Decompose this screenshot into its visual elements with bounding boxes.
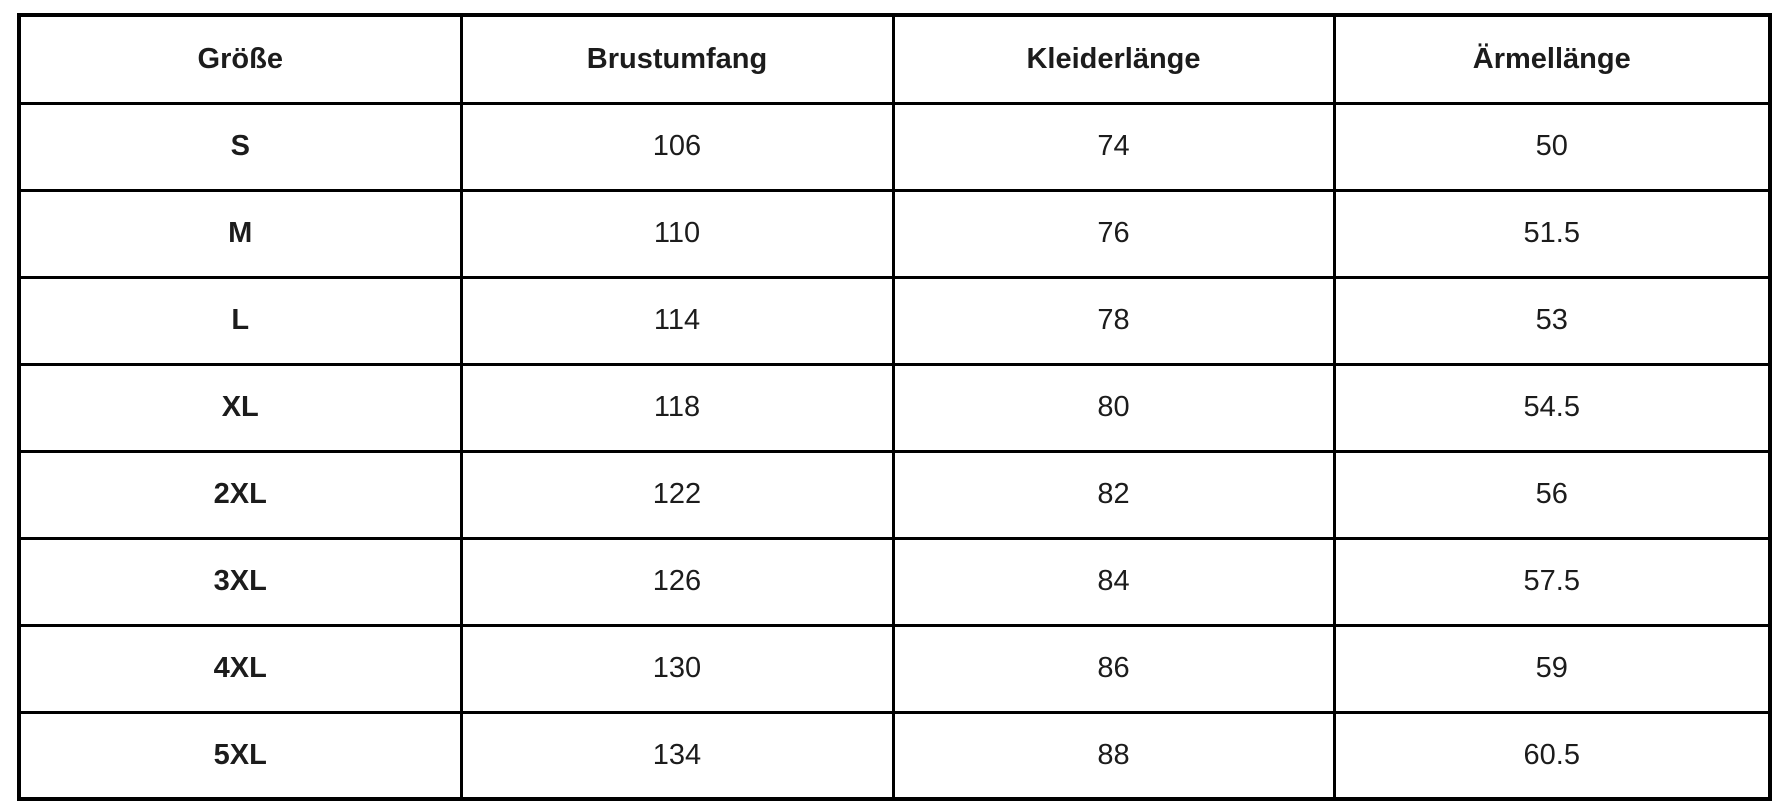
sleeve-length-cell: 56 xyxy=(1332,449,1772,540)
chest-cell: 118 xyxy=(459,362,895,453)
chest-cell: 122 xyxy=(459,449,895,540)
chest-cell: 130 xyxy=(459,623,895,714)
dress-length-cell: 74 xyxy=(891,101,1336,192)
column-header-aermellaenge: Ärmellänge xyxy=(1332,13,1772,105)
size-cell: XL xyxy=(17,362,463,453)
dress-length-cell: 80 xyxy=(891,362,1336,453)
dress-length-cell: 86 xyxy=(891,623,1336,714)
chest-cell: 114 xyxy=(459,275,895,366)
dress-length-cell: 82 xyxy=(891,449,1336,540)
table-row: 3XL 126 84 57.5 xyxy=(17,536,1772,627)
sleeve-length-cell: 54.5 xyxy=(1332,362,1772,453)
sleeve-length-cell: 60.5 xyxy=(1332,710,1772,801)
size-cell: L xyxy=(17,275,463,366)
size-chart-table: Größe Brustumfang Kleiderlänge Ärmelläng… xyxy=(17,13,1772,801)
table-row: 4XL 130 86 59 xyxy=(17,623,1772,714)
size-cell: 3XL xyxy=(17,536,463,627)
table-row: 5XL 134 88 60.5 xyxy=(17,710,1772,801)
dress-length-cell: 76 xyxy=(891,188,1336,279)
header-row: Größe Brustumfang Kleiderlänge Ärmelläng… xyxy=(17,13,1772,105)
sleeve-length-cell: 57.5 xyxy=(1332,536,1772,627)
chest-cell: 110 xyxy=(459,188,895,279)
column-header-groesse: Größe xyxy=(17,13,463,105)
dress-length-cell: 84 xyxy=(891,536,1336,627)
chest-cell: 134 xyxy=(459,710,895,801)
column-header-kleiderlaenge: Kleiderlänge xyxy=(891,13,1336,105)
table-row: M 110 76 51.5 xyxy=(17,188,1772,279)
sleeve-length-cell: 50 xyxy=(1332,101,1772,192)
size-cell: M xyxy=(17,188,463,279)
table-row: 2XL 122 82 56 xyxy=(17,449,1772,540)
table-row: XL 118 80 54.5 xyxy=(17,362,1772,453)
table-row: L 114 78 53 xyxy=(17,275,1772,366)
dress-length-cell: 88 xyxy=(891,710,1336,801)
dress-length-cell: 78 xyxy=(891,275,1336,366)
size-cell: S xyxy=(17,101,463,192)
sleeve-length-cell: 59 xyxy=(1332,623,1772,714)
sleeve-length-cell: 53 xyxy=(1332,275,1772,366)
sleeve-length-cell: 51.5 xyxy=(1332,188,1772,279)
size-cell: 2XL xyxy=(17,449,463,540)
table-body: S 106 74 50 M 110 76 51.5 L 114 78 53 XL… xyxy=(17,101,1772,801)
size-cell: 4XL xyxy=(17,623,463,714)
chest-cell: 126 xyxy=(459,536,895,627)
table-row: S 106 74 50 xyxy=(17,101,1772,192)
column-header-brustumfang: Brustumfang xyxy=(459,13,895,105)
size-cell: 5XL xyxy=(17,710,463,801)
chest-cell: 106 xyxy=(459,101,895,192)
